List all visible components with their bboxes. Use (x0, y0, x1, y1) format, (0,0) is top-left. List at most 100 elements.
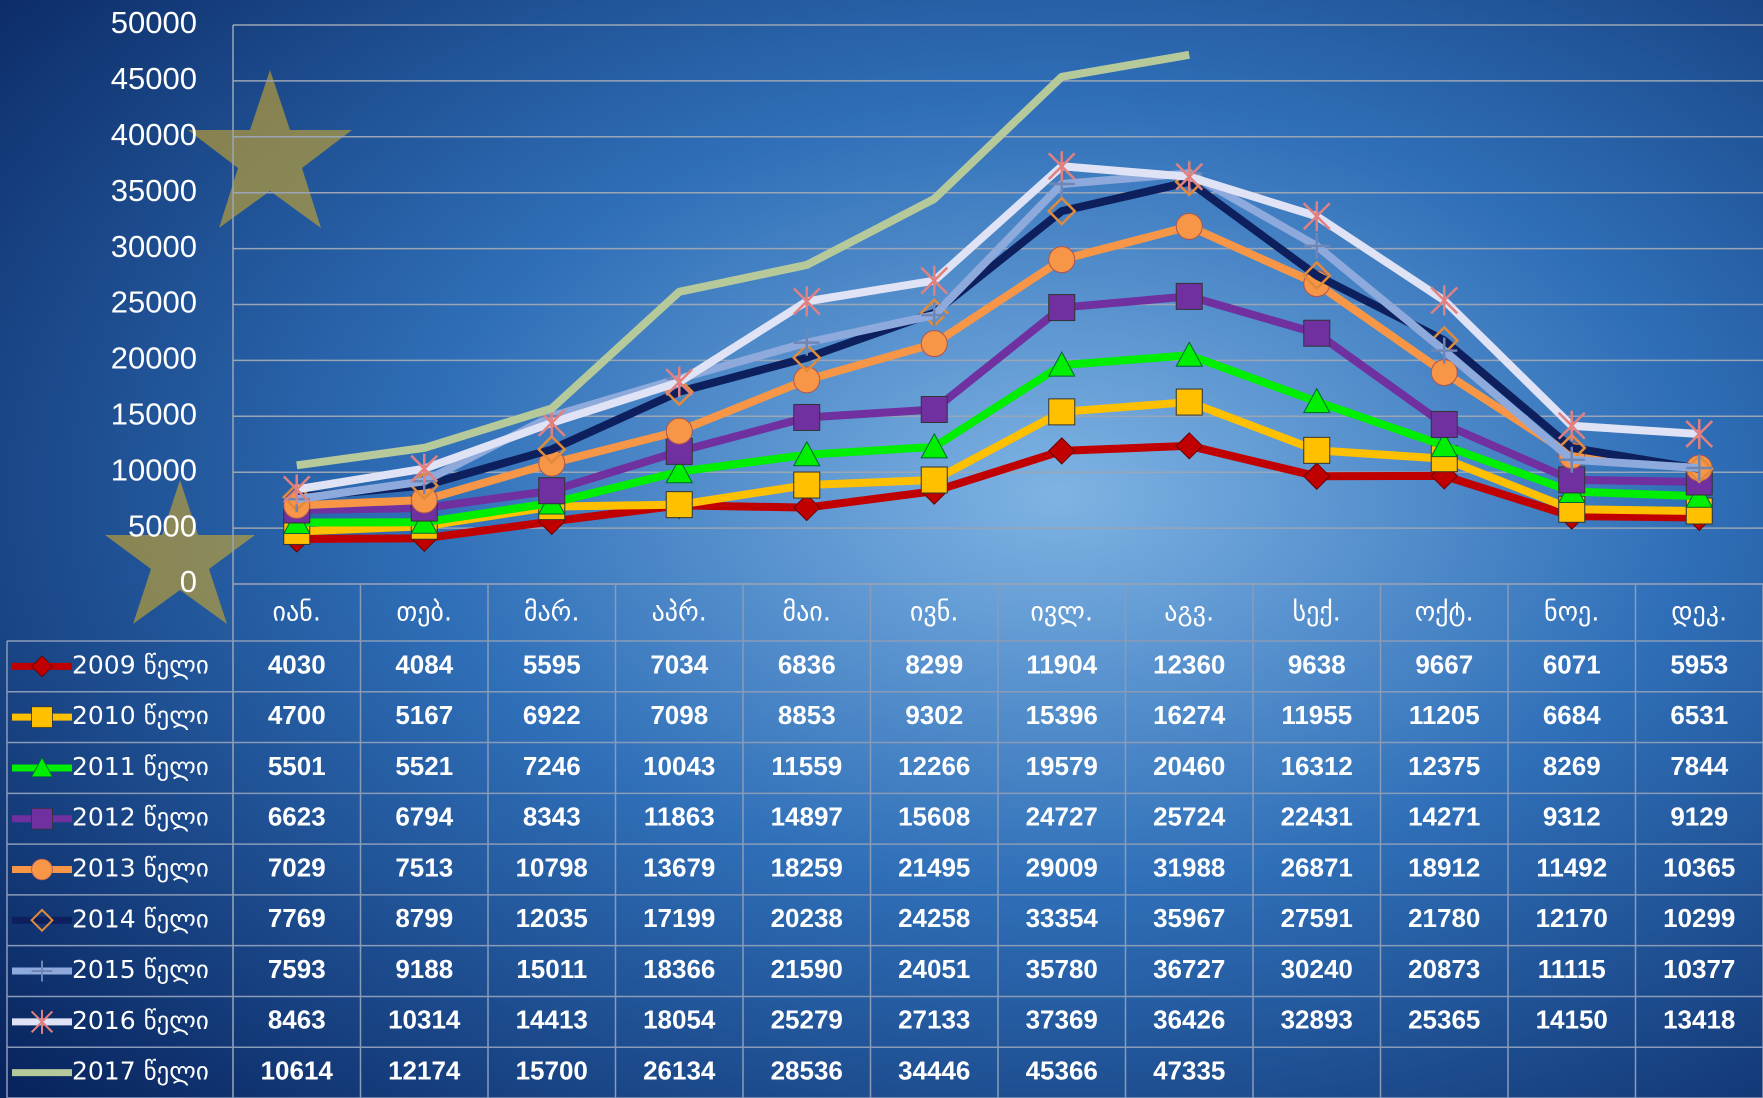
marker (1176, 389, 1202, 415)
table-cell: 24051 (898, 954, 970, 984)
table-cell: 37369 (1026, 1005, 1098, 1035)
table-cell: 5953 (1670, 649, 1728, 679)
table-cell: 6922 (523, 700, 581, 730)
table-cell: 20460 (1153, 751, 1225, 781)
x-tick-label: აგვ. (1164, 598, 1214, 628)
y-tick-label: 15000 (111, 396, 197, 431)
y-tick-label: 5000 (128, 508, 197, 543)
table-cell: 9188 (395, 954, 453, 984)
table-cell: 16274 (1153, 700, 1226, 730)
x-tick-label: მაი. (782, 598, 831, 628)
table-cell: 14271 (1408, 802, 1480, 832)
table-cell: 14897 (771, 802, 843, 832)
y-tick-label: 35000 (111, 173, 197, 208)
table-cell: 9302 (905, 700, 963, 730)
table-cell: 12266 (898, 751, 970, 781)
table-cell: 36727 (1153, 954, 1225, 984)
table-cell: 32893 (1281, 1005, 1353, 1035)
table-cell: 19579 (1026, 751, 1098, 781)
legend-label: 2014 წელი (72, 904, 209, 933)
table-cell: 47335 (1153, 1055, 1225, 1085)
table-cell: 14150 (1536, 1005, 1608, 1035)
marker (1304, 320, 1330, 346)
table-cell: 13418 (1663, 1005, 1735, 1035)
marker (1049, 399, 1075, 425)
table-cell: 27133 (898, 1005, 970, 1035)
table-cell: 11955 (1281, 700, 1352, 730)
table-cell: 9312 (1543, 802, 1601, 832)
table-cell: 4084 (395, 649, 453, 679)
table-cell: 25365 (1408, 1005, 1480, 1035)
table-cell: 20873 (1408, 954, 1480, 984)
table-cell: 30240 (1281, 954, 1353, 984)
y-tick-label: 20000 (111, 341, 197, 376)
table-cell: 10377 (1663, 954, 1735, 984)
table-cell: 7034 (650, 649, 708, 679)
table-cell: 35780 (1026, 954, 1098, 984)
legend-marker (32, 707, 53, 728)
table-cell: 24727 (1026, 802, 1098, 832)
marker (921, 467, 947, 493)
table-cell: 12375 (1408, 751, 1480, 781)
table-cell: 15608 (898, 802, 970, 832)
table-cell: 35967 (1153, 903, 1225, 933)
table-cell: 6684 (1543, 700, 1601, 730)
x-tick-label: იან. (272, 598, 321, 628)
marker (794, 404, 820, 430)
table-cell: 12174 (388, 1055, 461, 1085)
table-cell: 22431 (1281, 802, 1353, 832)
table-cell: 17199 (643, 903, 715, 933)
table-cell: 9667 (1415, 649, 1473, 679)
marker (1049, 295, 1075, 321)
table-cell: 11492 (1536, 852, 1607, 882)
table-cell: 9638 (1288, 649, 1346, 679)
table-cell: 31988 (1153, 852, 1225, 882)
y-tick-label: 25000 (111, 285, 197, 320)
table-cell: 7593 (268, 954, 326, 984)
table-cell: 18912 (1408, 852, 1480, 882)
table-cell: 11205 (1409, 700, 1480, 730)
table-cell: 21495 (898, 852, 970, 882)
x-tick-label: ივლ. (1030, 598, 1093, 628)
table-cell: 8269 (1543, 751, 1601, 781)
table-cell: 10314 (388, 1005, 461, 1035)
table-cell: 6836 (778, 649, 836, 679)
marker (921, 397, 947, 423)
x-tick-label: აპრ. (652, 598, 707, 628)
table-cell: 21780 (1408, 903, 1480, 933)
y-tick-label: 10000 (111, 452, 197, 487)
table-cell: 14413 (516, 1005, 588, 1035)
y-tick-label: 40000 (111, 117, 197, 152)
table-cell: 6531 (1670, 700, 1728, 730)
y-tick-label: 30000 (111, 229, 197, 264)
table-cell: 28536 (771, 1055, 843, 1085)
table-cell: 4700 (268, 700, 326, 730)
marker (1176, 283, 1202, 309)
table-cell: 6071 (1543, 649, 1601, 679)
y-tick-label: 50000 (111, 5, 197, 40)
table-cell: 20238 (771, 903, 843, 933)
table-cell: 29009 (1026, 852, 1098, 882)
table-cell: 5595 (523, 649, 581, 679)
y-tick-label: 0 (180, 564, 197, 599)
table-cell: 5521 (395, 751, 453, 781)
table-cell: 6794 (395, 802, 453, 832)
x-tick-label: თებ. (396, 598, 452, 628)
table-cell: 26134 (643, 1055, 716, 1085)
table-cell: 9129 (1670, 802, 1728, 832)
table-cell: 7246 (523, 751, 581, 781)
marker (666, 418, 692, 444)
table-cell: 10299 (1663, 903, 1735, 933)
table-cell: 15011 (516, 954, 587, 984)
table-cell: 7769 (268, 903, 326, 933)
table-cell: 6623 (268, 802, 326, 832)
marker (666, 492, 692, 518)
table-cell: 11863 (644, 802, 715, 832)
table-cell: 36426 (1153, 1005, 1225, 1035)
table-cell: 8299 (905, 649, 963, 679)
table-cell: 18366 (643, 954, 715, 984)
legend-label: 2016 წელი (72, 1006, 209, 1035)
marker (794, 472, 820, 498)
x-tick-label: სექ. (1293, 598, 1341, 628)
legend-marker (32, 808, 53, 829)
